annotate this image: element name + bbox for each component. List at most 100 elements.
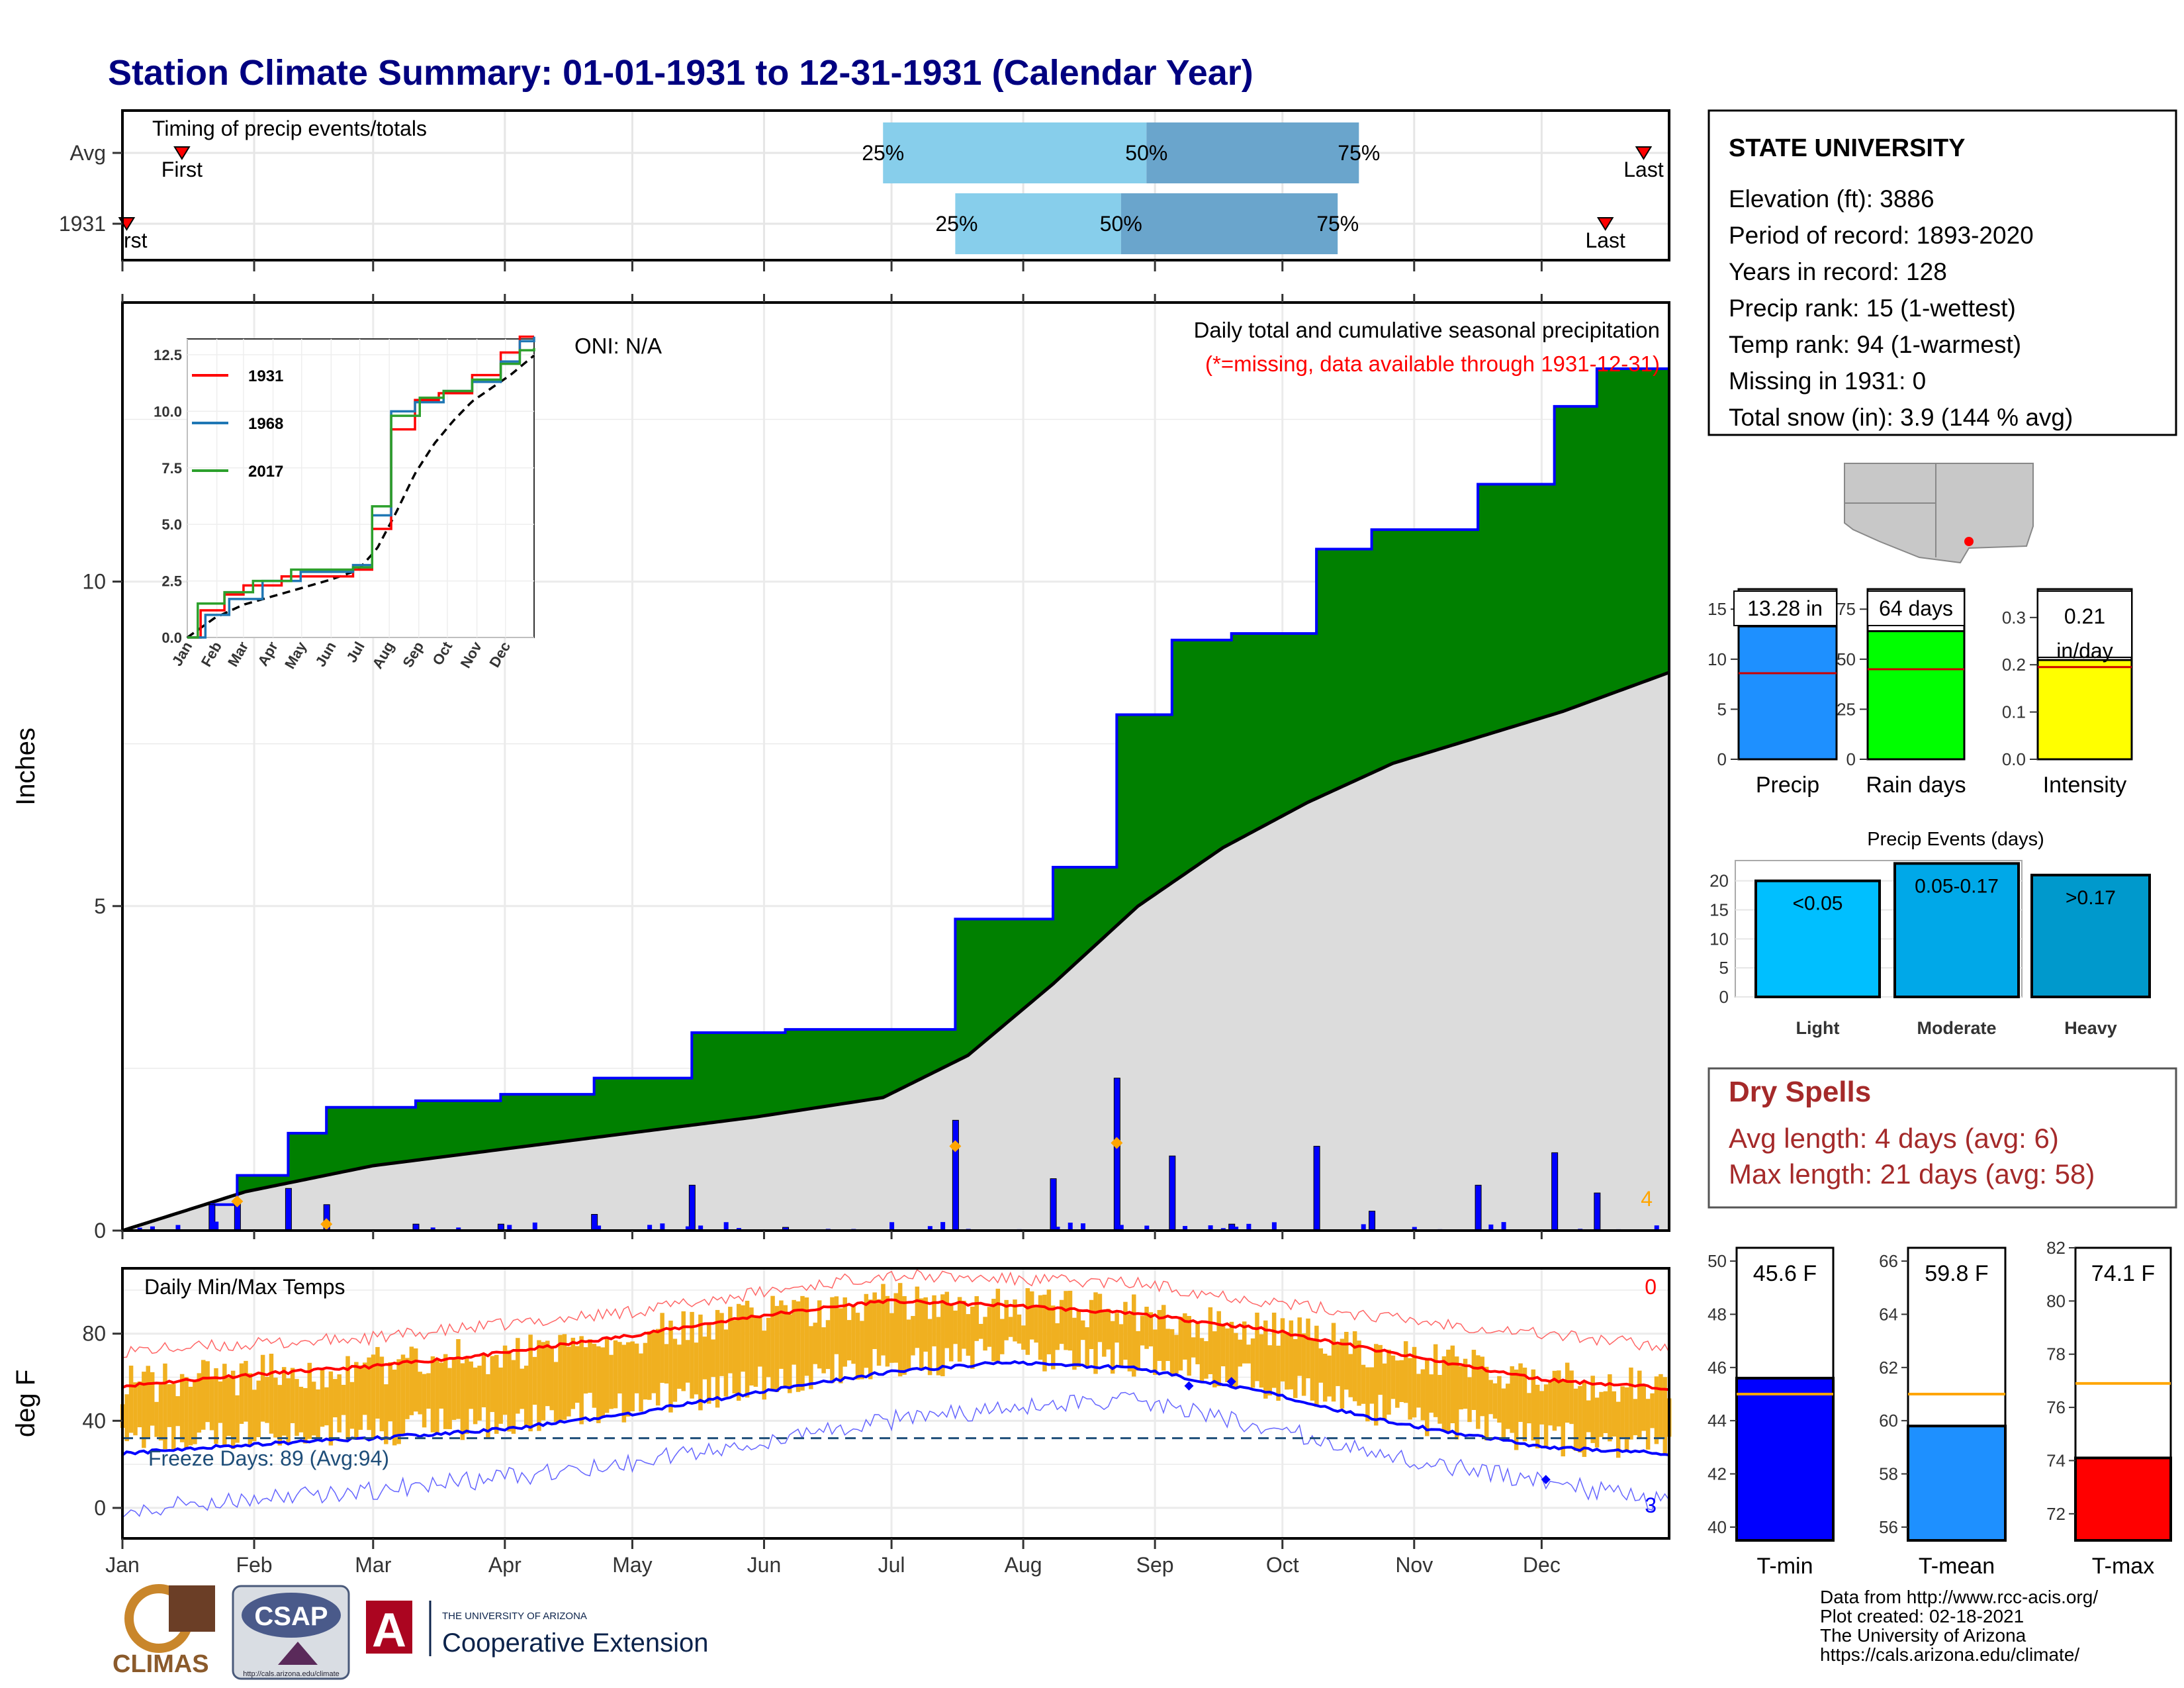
daily-temp-bar (1403, 1341, 1408, 1403)
daily-temp-bar (307, 1362, 312, 1439)
precip-events-chart: Precip Events (days) 0 5 10 15 20 <0.05 Light 0.… (1709, 829, 2151, 1038)
daily-temp-bar (1331, 1323, 1336, 1402)
daily-temp-bar (124, 1394, 129, 1442)
daily-temp-bar (1497, 1376, 1502, 1423)
daily-temp-bar (392, 1370, 397, 1446)
daily-temp-bar (783, 1305, 788, 1388)
stat-ytick-label: 15 (1707, 599, 1727, 619)
daily-temp-bar (320, 1370, 325, 1427)
daily-temp-bar (396, 1359, 401, 1444)
daily-temp-bar (617, 1342, 622, 1394)
daily-temp-bar (579, 1336, 584, 1425)
daily-temp-bar (265, 1377, 269, 1423)
daily-temp-bar (290, 1368, 295, 1423)
daily-temp-bar (1454, 1356, 1459, 1440)
daily-temp-bar (779, 1300, 784, 1369)
map-region (1844, 463, 2034, 564)
daily-temp-bar (1433, 1344, 1438, 1417)
daily-temp-bar (1361, 1364, 1366, 1404)
record-precip-marker (231, 1195, 244, 1207)
daily-temp-bar (1225, 1328, 1230, 1382)
daily-temp-bar (341, 1385, 346, 1415)
month-label: Aug (1005, 1553, 1042, 1577)
daily-temp-bar (796, 1301, 801, 1392)
daily-temp-bar (1059, 1299, 1064, 1344)
daily-temp-bar (1161, 1305, 1166, 1371)
precip-ylabel: Inches (11, 727, 40, 806)
daily-temp-bar (855, 1313, 860, 1380)
daily-temp-bar (1250, 1338, 1255, 1388)
daily-temp-bar (324, 1387, 329, 1426)
daily-temp-bar (839, 1308, 843, 1383)
daily-temp-bar (541, 1342, 546, 1421)
daily-precip-bar-small (150, 1226, 155, 1231)
daily-temp-bar (1242, 1321, 1247, 1364)
daily-temp-bar (188, 1386, 193, 1446)
daily-temp-bar (439, 1362, 444, 1409)
daily-temp-bar (758, 1317, 762, 1367)
daily-temp-bar (728, 1307, 733, 1374)
station-name: STATE UNIVERSITY (1729, 134, 1966, 162)
daily-temp-bar (1578, 1385, 1582, 1453)
daily-temp-bar (1085, 1327, 1089, 1367)
daily-temp-bar (167, 1384, 172, 1427)
daily-temp-bar (1463, 1358, 1468, 1409)
daily-temp-bar (481, 1354, 486, 1407)
stat-ytick-label: 5 (1717, 699, 1727, 719)
daily-temp-bar (1089, 1299, 1094, 1350)
csap-logo: CSAP http://cals.arizona.edu/climate (232, 1585, 350, 1680)
daily-temp-bar (1064, 1291, 1068, 1350)
daily-temp-bar (1620, 1386, 1625, 1438)
month-label: Mar (355, 1553, 391, 1577)
daily-temp-bar (860, 1321, 864, 1380)
daily-temp-bar (179, 1374, 185, 1442)
daily-temp-bar (562, 1334, 567, 1420)
timing-panel: 25% 50% 75% First Last 25% 50% 75% rst Last Timin… (59, 109, 1670, 261)
daily-temp-bar (1195, 1321, 1200, 1364)
stat-ytick-label: 10 (1707, 649, 1727, 669)
daily-temp-bar (707, 1325, 711, 1404)
daily-temp-bar (248, 1373, 253, 1447)
inset-ytick-label: 10.0 (154, 403, 182, 420)
daily-temp-bar (702, 1336, 707, 1380)
daily-temp-bar (1484, 1366, 1489, 1440)
daily-temp-bar (418, 1372, 422, 1415)
intensity-value-unit: in/day (2056, 639, 2113, 663)
daily-precip-bar (1475, 1184, 1482, 1231)
temp-stat-value-label: 74.1 F (2091, 1261, 2155, 1286)
daily-temp-bar (311, 1382, 316, 1436)
daily-temp-bar (639, 1353, 643, 1412)
stat-ytick-label: 0.2 (2002, 655, 2026, 675)
stat-bar (2036, 659, 2133, 761)
daily-temp-bar (1336, 1344, 1340, 1386)
inset-legend-label: 2017 (248, 463, 283, 481)
daily-temp-bar (1115, 1313, 1119, 1343)
daily-precip-bar-small (214, 1221, 219, 1231)
daily-temp-bar (940, 1294, 945, 1377)
daily-precip-bar-small (647, 1225, 653, 1231)
events-ytick-label: 0 (1719, 987, 1729, 1007)
temp-stat-ytick-label: 50 (1707, 1251, 1727, 1271)
daily-temp-bar (1654, 1376, 1659, 1444)
daily-temp-bar (281, 1367, 287, 1436)
precip-ytick-label: 5 (94, 894, 106, 918)
temp-ytick-label: 0 (94, 1496, 106, 1520)
daily-temp-bar (1097, 1293, 1103, 1342)
cumulative-precip-line (122, 367, 1669, 1232)
daily-temp-bar (205, 1361, 210, 1423)
daily-temp-bar (1641, 1384, 1646, 1431)
inset-legend-label: 1931 (248, 367, 283, 385)
daily-temp-bar (592, 1344, 597, 1408)
ua-coop-logo: A THE UNIVERSITY OF ARIZONA Cooperative … (366, 1601, 708, 1658)
temp-stat-ytick-label: 40 (1707, 1517, 1727, 1537)
record-temp-marker (1184, 1381, 1194, 1391)
stat-category-label: Precip (1756, 773, 1819, 798)
daily-temp-bar (1234, 1333, 1238, 1389)
daily-precip-bar-small (889, 1222, 895, 1231)
stat-ytick-label: 50 (1837, 649, 1856, 669)
station-info-line: Elevation (ft): 3886 (1729, 185, 1934, 212)
daily-temp-bar (277, 1385, 283, 1446)
first-label-clipped: rst (124, 228, 148, 252)
daily-temp-bar (634, 1343, 639, 1393)
